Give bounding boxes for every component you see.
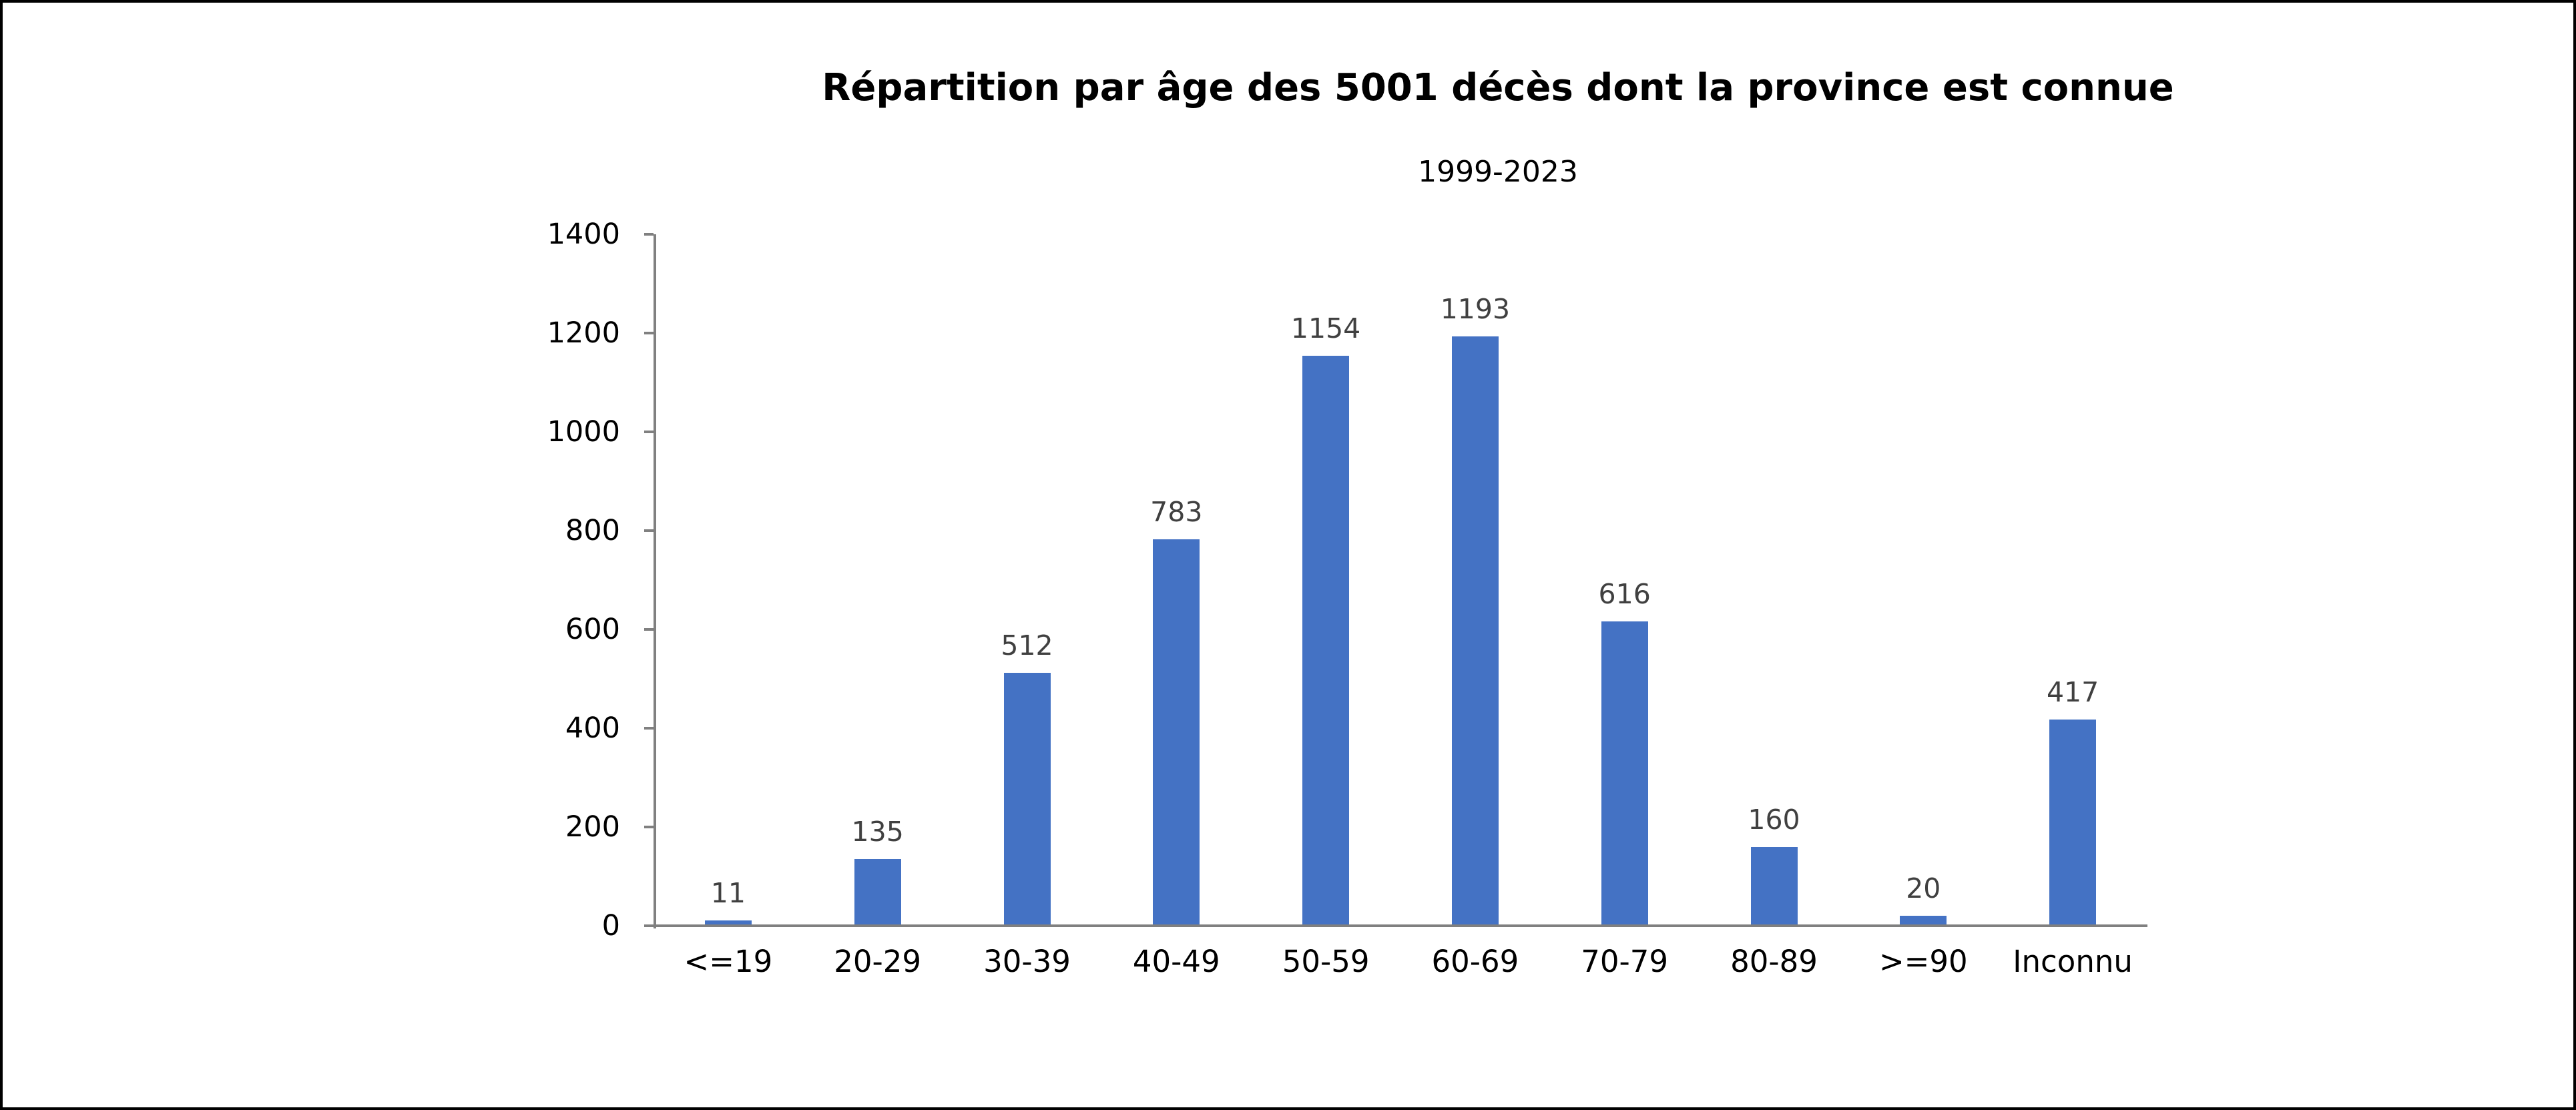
y-axis-tick-mark bbox=[644, 826, 654, 828]
y-axis-tick-label: 400 bbox=[565, 712, 620, 745]
x-axis-category-label: 40-49 bbox=[1132, 944, 1220, 979]
chart-subtitle: 1999-2023 bbox=[1418, 155, 1578, 189]
x-axis-category-label: Inconnu bbox=[2013, 944, 2133, 979]
y-axis-tick-label: 1400 bbox=[547, 218, 620, 251]
y-axis-line bbox=[654, 234, 656, 928]
x-axis-category-label: 20-29 bbox=[834, 944, 922, 979]
x-axis-category-label: 30-39 bbox=[983, 944, 1071, 979]
x-axis-category-label: 70-79 bbox=[1581, 944, 1669, 979]
chart-title: Répartition par âge des 5001 décès dont … bbox=[822, 66, 2174, 109]
x-axis-category-label: 50-59 bbox=[1282, 944, 1370, 979]
y-axis-tick-label: 600 bbox=[565, 613, 620, 646]
x-axis-category-label: 80-89 bbox=[1730, 944, 1818, 979]
y-axis-tick-label: 800 bbox=[565, 514, 620, 547]
y-axis-tick-mark bbox=[644, 431, 654, 433]
x-axis-category-label: >=90 bbox=[1878, 944, 1968, 979]
x-axis-category-label: <=19 bbox=[684, 944, 773, 979]
bar bbox=[1153, 539, 1200, 926]
y-axis-tick-mark bbox=[644, 233, 654, 236]
bar bbox=[1601, 621, 1648, 926]
bar-value-label: 1193 bbox=[1440, 293, 1511, 325]
bar bbox=[2049, 720, 2097, 926]
bar bbox=[1451, 336, 1499, 926]
bar-value-label: 1154 bbox=[1290, 312, 1361, 344]
y-axis-tick-mark bbox=[644, 529, 654, 532]
y-axis-tick-label: 200 bbox=[565, 810, 620, 844]
x-axis-category-label: 60-69 bbox=[1431, 944, 1519, 979]
y-axis-tick-mark bbox=[644, 924, 654, 927]
y-axis-tick-mark bbox=[644, 628, 654, 631]
bar bbox=[1750, 847, 1798, 926]
bar-value-label: 512 bbox=[1001, 629, 1053, 661]
bar bbox=[854, 859, 901, 926]
bar bbox=[1900, 916, 1947, 926]
bar-value-label: 160 bbox=[1748, 804, 1800, 836]
y-axis-tick-label: 0 bbox=[601, 909, 620, 942]
bar-value-label: 417 bbox=[2046, 676, 2099, 708]
y-axis-tick-mark bbox=[644, 332, 654, 334]
x-axis-line bbox=[654, 924, 2147, 927]
bar-value-label: 20 bbox=[1906, 872, 1941, 904]
y-axis-tick-mark bbox=[644, 727, 654, 730]
bar-value-label: 135 bbox=[851, 816, 904, 848]
bar-value-label: 616 bbox=[1598, 578, 1651, 610]
y-axis-tick-label: 1200 bbox=[547, 316, 620, 350]
bar bbox=[1302, 356, 1350, 926]
bar bbox=[704, 920, 752, 926]
bar bbox=[1003, 673, 1051, 926]
bar-value-label: 783 bbox=[1150, 496, 1203, 528]
bar-value-label: 11 bbox=[710, 877, 746, 909]
y-axis-tick-label: 1000 bbox=[547, 415, 620, 449]
